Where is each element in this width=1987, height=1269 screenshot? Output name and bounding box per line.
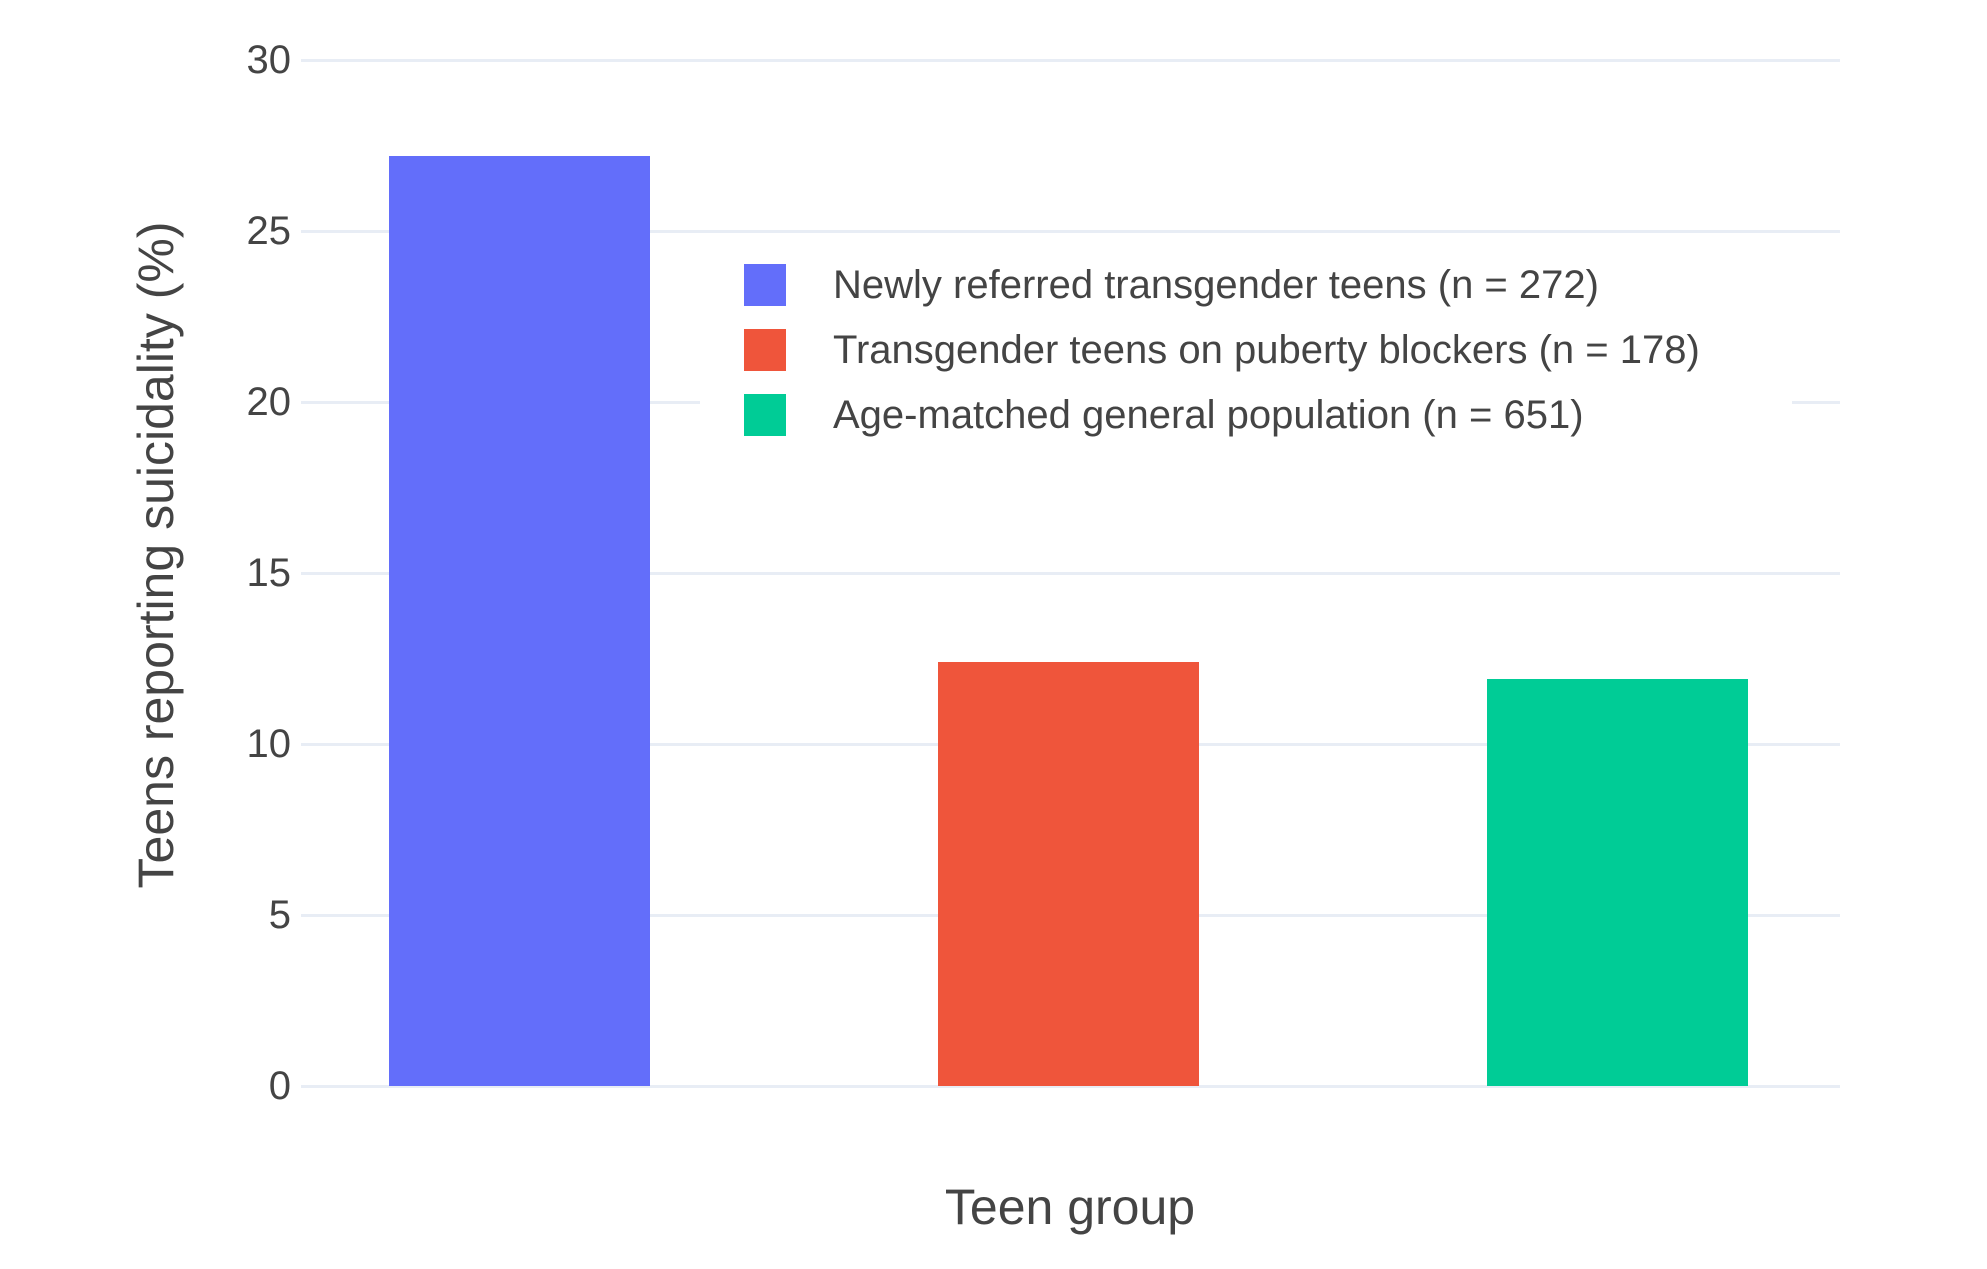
gridline bbox=[301, 1084, 1840, 1088]
legend-item-transgender-teens-on-puberty-blockers[interactable]: Transgender teens on puberty blockers (n… bbox=[700, 317, 1792, 382]
gridline bbox=[301, 58, 1840, 62]
legend-swatch-green bbox=[744, 393, 786, 436]
y-tick-label: 15 bbox=[246, 551, 292, 595]
legend-swatch-blue bbox=[744, 263, 786, 306]
y-tick-label: 30 bbox=[246, 38, 292, 82]
y-tick-label: 10 bbox=[246, 722, 292, 767]
legend-item-age-matched-general-population[interactable]: Age-matched general population (n = 651) bbox=[700, 382, 1792, 447]
y-tick-label: 20 bbox=[246, 380, 292, 425]
bar-age-matched-general-population bbox=[1487, 679, 1748, 1086]
x-axis-title: Teen group bbox=[944, 1179, 1196, 1235]
bar-newly-referred-transgender-teens bbox=[389, 155, 650, 1086]
legend-label: Transgender teens on puberty blockers (n… bbox=[833, 327, 1700, 372]
legend: Newly referred transgender teens (n = 27… bbox=[700, 246, 1792, 457]
y-axis-title: Teens reporting suicidality (%) bbox=[128, 221, 184, 889]
plot-area: 0 5 10 15 20 25 30 bbox=[247, 40, 1840, 1106]
gridline bbox=[301, 571, 1840, 575]
legend-label: Newly referred transgender teens (n = 27… bbox=[833, 262, 1599, 307]
y-tick-label: 25 bbox=[246, 209, 292, 253]
y-tick-label: 0 bbox=[268, 1064, 291, 1108]
legend-swatch-red bbox=[744, 328, 786, 371]
bar-transgender-teens-on-puberty-blockers bbox=[938, 661, 1199, 1086]
legend-item-newly-referred-transgender-teens[interactable]: Newly referred transgender teens (n = 27… bbox=[700, 252, 1792, 317]
legend-label: Age-matched general population (n = 651) bbox=[833, 392, 1584, 437]
gridline bbox=[301, 229, 1840, 233]
y-tick-label: 5 bbox=[268, 893, 291, 938]
